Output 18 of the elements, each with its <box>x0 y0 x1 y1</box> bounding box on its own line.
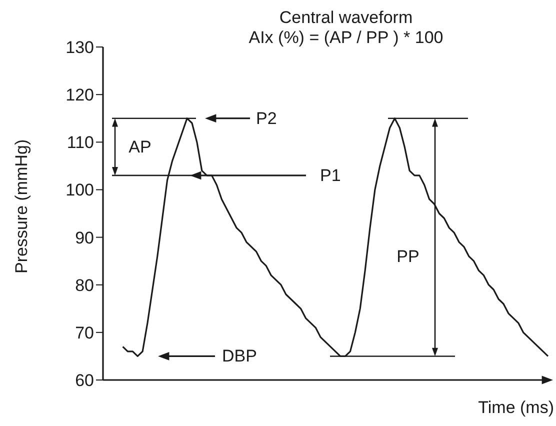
annotation: AP <box>128 137 152 156</box>
y-tick-label: 80 <box>75 276 94 295</box>
annotation: DBP <box>222 346 257 366</box>
y-tick-label: 130 <box>66 38 94 58</box>
y-tick-label: 100 <box>66 180 94 200</box>
chart-title: Central waveform <box>278 8 414 28</box>
span-bracket: AP <box>112 118 196 176</box>
annotation: P1 <box>320 166 341 185</box>
y-tick-label: 120 <box>66 86 94 105</box>
y-tick-label: 110 <box>66 133 94 152</box>
y-tick-label: 90 <box>75 228 94 248</box>
y-axis-title: Pressure (mmHg) <box>12 139 32 274</box>
annotation: P2 <box>256 108 277 128</box>
y-tick-label: 60 <box>75 371 94 390</box>
x-axis-title: Time (ms) <box>478 398 554 418</box>
annotation: PP <box>396 246 420 266</box>
chart-subtitle: AIx (%) = (AP / PP ) * 100 <box>248 28 444 48</box>
y-tick-label: 70 <box>75 323 94 342</box>
